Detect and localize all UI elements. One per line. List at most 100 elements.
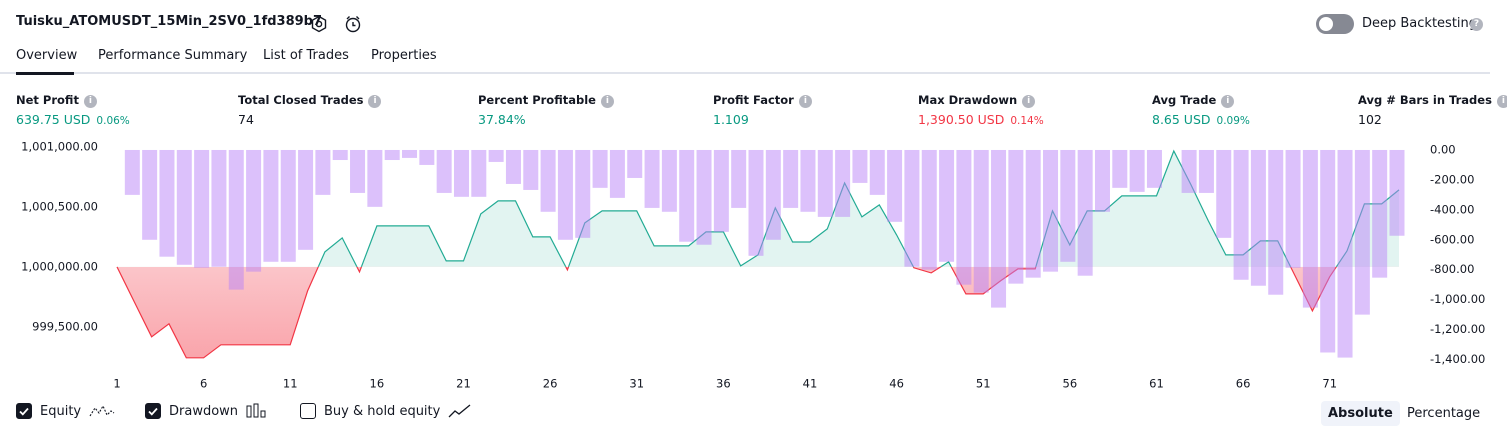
- drawdown-bar: [298, 149, 314, 250]
- drawdown-bar: [956, 149, 972, 285]
- y-tick-label: 1,000,000.00: [21, 259, 98, 273]
- x-tick-label: 66: [1236, 377, 1251, 391]
- metric-value: 1,390.50 USD: [918, 112, 1005, 127]
- tab[interactable]: List of Trades: [263, 48, 349, 63]
- tab[interactable]: Overview: [16, 48, 78, 63]
- drawdown-bar: [280, 149, 296, 262]
- metric-value: 74: [238, 112, 254, 127]
- metric-label-text: Total Closed Trades: [238, 93, 364, 107]
- metric-value: 102: [1358, 112, 1382, 127]
- y-tick-label: 1,000,500.00: [21, 199, 98, 213]
- drawdown-bar: [1025, 149, 1041, 278]
- drawdown-bar: [228, 149, 244, 290]
- info-icon[interactable]: i: [600, 95, 614, 108]
- legend-item[interactable]: Buy & hold equity: [300, 403, 472, 419]
- legend-icon: [448, 403, 472, 419]
- drawdown-bar: [1337, 149, 1353, 358]
- drawdown-bar: [263, 149, 279, 262]
- drawdown-bar: [1146, 149, 1162, 188]
- metric-value: 37.84%: [478, 112, 526, 127]
- metric-percent: 0.14%: [1010, 115, 1044, 127]
- y2-tick-label: -1,200.00: [1430, 322, 1485, 336]
- drawdown-bar: [609, 149, 625, 198]
- settings-icon[interactable]: [310, 15, 328, 33]
- drawdown-bar: [142, 149, 158, 240]
- x-tick-label: 21: [456, 377, 471, 391]
- legend-item[interactable]: Drawdown: [145, 403, 268, 419]
- info-icon[interactable]: i: [1022, 95, 1036, 108]
- drawdown-bar: [1198, 149, 1214, 193]
- legend-label: Equity: [40, 403, 82, 419]
- drawdown-bar: [835, 149, 851, 217]
- drawdown-bar: [817, 149, 833, 217]
- drawdown-bar: [315, 149, 331, 195]
- drawdown-bar: [679, 149, 695, 242]
- drawdown-bar: [661, 149, 677, 212]
- drawdown-bar: [1043, 149, 1059, 272]
- legend-checkbox[interactable]: [300, 403, 316, 419]
- drawdown-bar: [176, 149, 192, 265]
- x-tick-label: 56: [1063, 377, 1078, 391]
- metric-value-row: 102: [1358, 112, 1382, 127]
- drawdown-bar: [557, 149, 573, 240]
- drawdown-bar: [1389, 149, 1405, 236]
- metric-label: Avg Trade i: [1152, 93, 1235, 108]
- drawdown-bar: [419, 149, 435, 165]
- x-tick-label: 26: [543, 377, 558, 391]
- drawdown-bar: [488, 149, 504, 162]
- x-tick-label: 51: [976, 377, 991, 391]
- metric-label: Net Profit i: [16, 93, 97, 108]
- metric-value: 1.109: [713, 112, 749, 127]
- drawdown-bar: [124, 149, 140, 195]
- x-tick-label: 36: [716, 377, 731, 391]
- deep-backtesting-toggle[interactable]: [1316, 14, 1354, 34]
- drawdown-bar: [644, 149, 660, 208]
- tab[interactable]: Performance Summary: [98, 48, 248, 63]
- x-tick-label: 71: [1322, 377, 1337, 391]
- legend-checkbox[interactable]: [145, 403, 161, 419]
- view-button[interactable]: Percentage: [1407, 406, 1481, 421]
- drawdown-bar: [1112, 149, 1128, 188]
- tab[interactable]: Properties: [371, 48, 437, 63]
- drawdown-bar: [1060, 149, 1076, 262]
- metric-value-row: 37.84%: [478, 112, 526, 127]
- drawdown-bar: [1320, 149, 1336, 353]
- metric-label-text: Profit Factor: [713, 93, 794, 107]
- drawdown-bar: [575, 149, 591, 238]
- drawdown-bar: [246, 149, 262, 272]
- view-button[interactable]: Absolute: [1321, 401, 1400, 426]
- legend-icon: [89, 403, 115, 419]
- y2-tick-label: -1,000.00: [1430, 292, 1485, 306]
- drawdown-bar: [1233, 149, 1249, 280]
- legend-checkbox[interactable]: [16, 403, 32, 419]
- drawdown-bar: [731, 149, 747, 208]
- legend-icon: [246, 403, 268, 419]
- metric-value-row: 74: [238, 112, 254, 127]
- legend-label: Drawdown: [169, 403, 239, 419]
- info-icon[interactable]: i: [83, 95, 97, 108]
- drawdown-bar: [921, 149, 937, 270]
- metric-value: 8.65 USD: [1152, 112, 1211, 127]
- drawdown-bar: [1181, 149, 1197, 193]
- drawdown-bar: [748, 149, 764, 256]
- metric-label: Total Closed Trades i: [238, 93, 382, 108]
- drawdown-bar: [991, 149, 1007, 308]
- info-icon[interactable]: i: [1496, 95, 1507, 108]
- drawdown-bar: [1354, 149, 1370, 315]
- x-tick-label: 1: [113, 377, 120, 391]
- drawdown-bar: [627, 149, 643, 178]
- x-tick-label: 46: [889, 377, 904, 391]
- drawdown-bar: [453, 149, 469, 197]
- drawdown-bar: [332, 149, 348, 161]
- drawdown-bar: [436, 149, 452, 193]
- drawdown-bar: [471, 149, 487, 197]
- info-icon[interactable]: i: [1221, 95, 1235, 108]
- help-icon[interactable]: ?: [1470, 18, 1483, 31]
- info-icon[interactable]: i: [368, 95, 382, 108]
- drawdown-bar: [1129, 149, 1145, 192]
- metric-label: Avg # Bars in Trades i: [1358, 93, 1507, 108]
- legend-item[interactable]: Equity: [16, 403, 115, 419]
- info-icon[interactable]: i: [798, 95, 812, 108]
- alert-icon[interactable]: [343, 14, 363, 34]
- drawdown-bar: [800, 149, 816, 212]
